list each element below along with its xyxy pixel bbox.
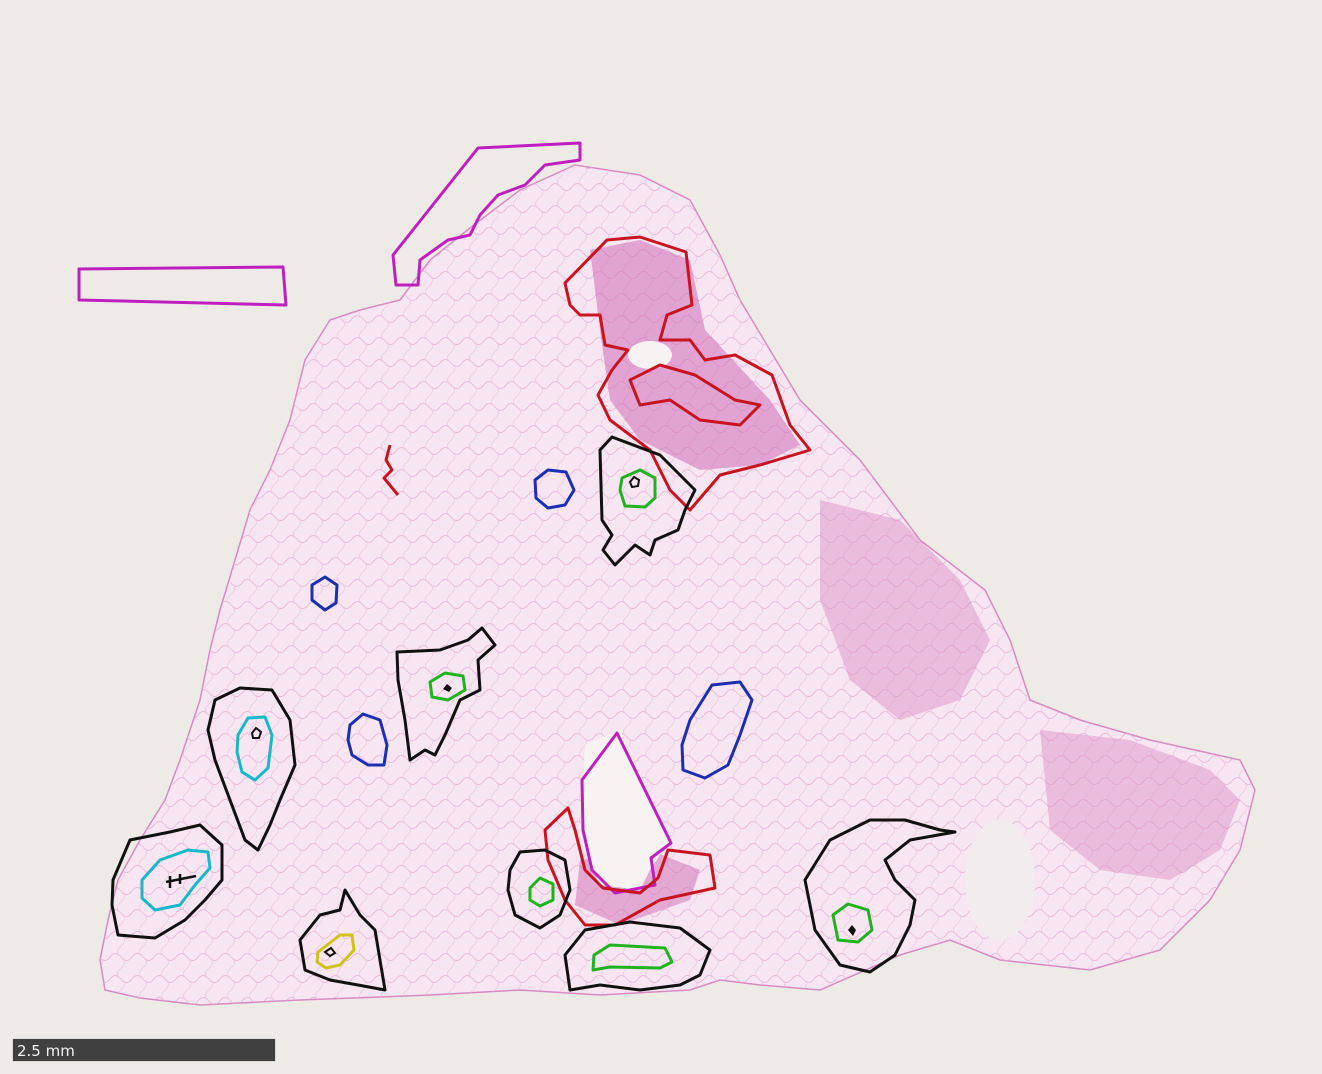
annotation-blue[interactable] (680, 680, 754, 780)
annotation-yellow[interactable] (315, 933, 356, 970)
yellow-annotations[interactable] (315, 933, 356, 970)
scale-bar-label: 2.5 mm (17, 1042, 75, 1060)
annotation-blue[interactable] (533, 468, 576, 510)
dense-tissue-region (820, 500, 990, 720)
dense-tissue-region (590, 240, 800, 470)
dense-tissue-region (1040, 730, 1240, 880)
annotation-blue[interactable] (346, 712, 389, 767)
annotation-cyan[interactable] (235, 715, 274, 782)
annotation-black[interactable] (803, 818, 957, 974)
lesion-marker (848, 925, 856, 936)
lesion-marker (628, 475, 641, 489)
annotation-magenta[interactable] (77, 265, 288, 307)
annotation-red[interactable] (563, 235, 812, 512)
annotation-red[interactable] (382, 444, 400, 496)
annotation-green[interactable] (831, 902, 874, 944)
annotation-black[interactable] (506, 848, 572, 930)
annotation-black[interactable] (110, 823, 224, 940)
airspace (628, 341, 672, 369)
annotation-black[interactable] (598, 435, 697, 567)
annotation-black[interactable] (206, 686, 297, 852)
annotation-black[interactable] (298, 888, 387, 992)
annotation-blue[interactable] (310, 575, 339, 612)
annotation-green[interactable] (591, 943, 674, 972)
blue-annotations[interactable] (310, 468, 754, 780)
tissue-texture (100, 165, 1255, 1005)
annotation-red[interactable] (543, 806, 717, 927)
center-markers (165, 475, 856, 958)
airspace (580, 730, 670, 890)
lesion-marker (323, 946, 337, 958)
annotation-red[interactable] (628, 363, 762, 427)
magenta-annotations[interactable] (77, 141, 673, 895)
annotation-magenta[interactable] (391, 141, 582, 287)
red-annotations[interactable] (382, 235, 812, 927)
scale-bar: 2.5 mm (12, 1038, 276, 1062)
annotation-cyan[interactable] (140, 848, 212, 912)
green-annotations[interactable] (428, 468, 874, 972)
lesion-marker (250, 726, 263, 739)
lesion-marker (443, 684, 452, 692)
annotation-green[interactable] (528, 876, 555, 908)
tissue-section (99, 164, 1256, 1006)
annotation-green[interactable] (428, 671, 467, 702)
annotation-green[interactable] (618, 468, 657, 509)
black-annotations[interactable] (110, 435, 957, 992)
airspace (965, 820, 1035, 940)
annotation-black[interactable] (563, 920, 712, 992)
annotation-black[interactable] (395, 626, 497, 762)
annotation-magenta[interactable] (580, 731, 673, 895)
cyan-annotations[interactable] (140, 715, 274, 912)
lesion-marker (165, 874, 197, 888)
